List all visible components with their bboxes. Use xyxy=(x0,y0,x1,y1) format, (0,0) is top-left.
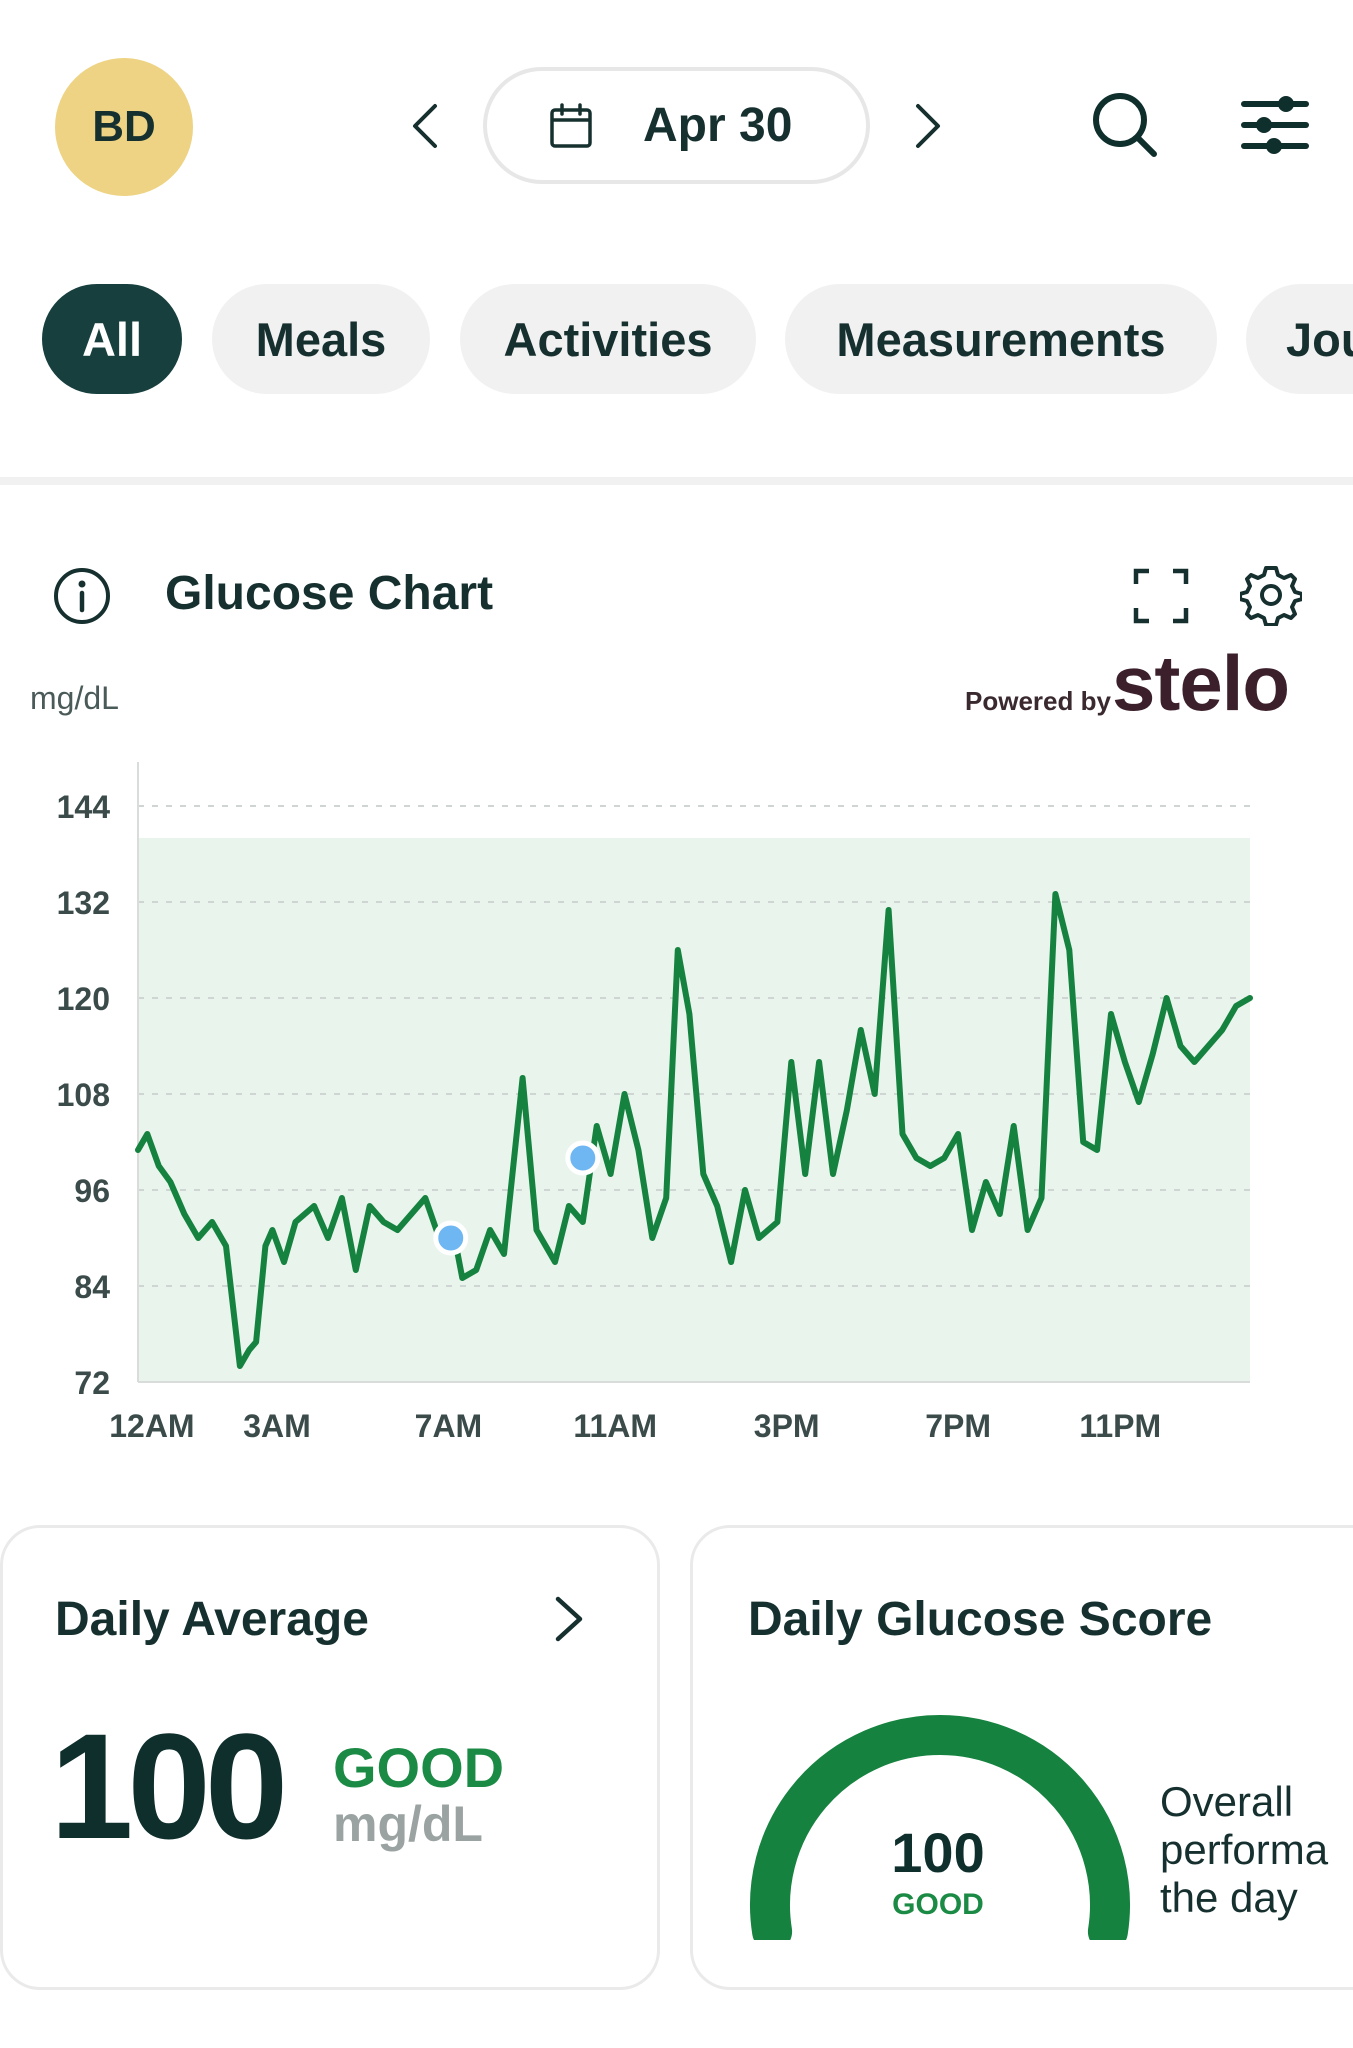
calendar-icon xyxy=(550,102,592,148)
glucose-series-line xyxy=(135,891,1253,1369)
date-picker[interactable]: Apr 30 xyxy=(483,67,870,184)
chevron-left-icon xyxy=(413,104,437,148)
powered-by-label: Powered by xyxy=(965,686,1111,716)
chip-activities[interactable]: Activities xyxy=(460,284,756,394)
score-arc xyxy=(750,1715,1130,1940)
chevron-right-icon xyxy=(916,104,940,148)
daily-average-open[interactable] xyxy=(552,1593,586,1645)
x-tick-label: 12AM xyxy=(109,1408,194,1444)
expand-icon xyxy=(1133,568,1189,624)
score-description-line: the day xyxy=(1160,1874,1298,1921)
chevron-right-icon xyxy=(555,1596,583,1642)
x-tick-label: 7PM xyxy=(925,1408,991,1444)
score-status: GOOD xyxy=(892,1888,984,1921)
chart-settings-button[interactable] xyxy=(1238,564,1304,627)
search-icon xyxy=(1093,93,1157,157)
y-tick-label: 96 xyxy=(74,1173,110,1209)
gear-icon xyxy=(1238,566,1304,627)
x-tick-label: 11AM xyxy=(573,1408,657,1444)
score-gauge xyxy=(750,1715,1130,1940)
x-tick-label: 11PM xyxy=(1079,1408,1161,1444)
daily-average-title: Daily Average xyxy=(55,1593,369,1646)
filter-chips: All Meals Activities Measurements Journa… xyxy=(0,284,1353,394)
y-tick-label: 72 xyxy=(74,1365,110,1401)
event-marker[interactable] xyxy=(433,1220,469,1256)
x-tick-label: 7AM xyxy=(415,1408,483,1444)
selected-date: Apr 30 xyxy=(643,99,793,152)
y-tick-label: 84 xyxy=(74,1269,110,1305)
y-tick-label: 132 xyxy=(57,885,110,921)
score-description-line: performa xyxy=(1160,1826,1329,1873)
expand-chart-button[interactable] xyxy=(1133,568,1189,624)
score-value: 100 xyxy=(891,1821,985,1884)
daily-score-title: Daily Glucose Score xyxy=(748,1593,1213,1646)
chip-measurements[interactable]: Measurements xyxy=(785,284,1217,394)
chart-info-button[interactable] xyxy=(52,566,112,626)
y-tick-label: 144 xyxy=(57,789,111,825)
daily-average-value: 100 xyxy=(50,1702,288,1870)
chip-meals[interactable]: Meals xyxy=(212,284,430,394)
daily-average-unit: mg/dL xyxy=(333,1796,483,1852)
section-divider xyxy=(0,477,1353,485)
event-marker[interactable] xyxy=(565,1140,601,1176)
search-button[interactable] xyxy=(1090,90,1160,160)
chip-all[interactable]: All xyxy=(42,284,182,394)
score-description-line: Overall xyxy=(1160,1778,1294,1825)
next-day-button[interactable] xyxy=(908,100,948,152)
sliders-icon xyxy=(1241,96,1309,154)
chip-journal[interactable]: Journal xyxy=(1246,284,1353,394)
chart-unit-label: mg/dL xyxy=(30,680,119,716)
daily-average-status: GOOD xyxy=(333,1736,505,1799)
daily-average-card[interactable] xyxy=(0,1525,660,1990)
score-description: Overall performa the day xyxy=(1160,1778,1350,1922)
previous-day-button[interactable] xyxy=(405,100,445,152)
avatar[interactable]: BD xyxy=(55,58,193,196)
chart-title: Glucose Chart xyxy=(165,567,494,620)
y-tick-label: 108 xyxy=(57,1077,110,1113)
x-tick-label: 3AM xyxy=(243,1408,311,1444)
filter-settings-button[interactable] xyxy=(1240,90,1310,160)
y-tick-label: 120 xyxy=(57,981,110,1017)
stelo-logo: stelo xyxy=(1112,639,1290,727)
info-icon xyxy=(54,568,110,624)
x-tick-label: 3PM xyxy=(754,1408,820,1444)
glucose-chart[interactable]: 144 132 120 108 96 84 72 12AM 3AM 7AM 11AM 3PM 7PM 11… xyxy=(0,740,1353,1460)
